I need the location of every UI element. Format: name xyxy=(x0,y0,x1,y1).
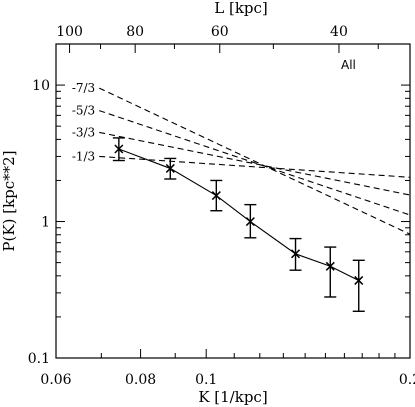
data-point-marker xyxy=(354,275,364,285)
data-points xyxy=(112,137,365,312)
plot-frame xyxy=(55,43,411,359)
reference-line xyxy=(99,131,411,196)
panel-label: All xyxy=(341,58,356,72)
x-axis-label: K [1/kpc] xyxy=(198,388,267,406)
reference-line-label: -3/3 xyxy=(72,125,95,139)
top-axis-label: L [kpc] xyxy=(214,0,268,17)
x-tick-label: 0.1 xyxy=(195,372,217,388)
x-tick-label: 0.2 xyxy=(399,372,415,388)
axis-labels: K [1/kpc] L [kpc] P(K) [kpc**2] All xyxy=(0,0,356,406)
reference-line-label: -7/3 xyxy=(72,81,95,95)
data-point-marker xyxy=(114,144,124,154)
reference-line-label: -1/3 xyxy=(72,149,95,163)
reference-slope-lines: -7/3 -5/3 -3/3 -1/3 xyxy=(72,81,411,235)
axis-ticks: 0.06 0.08 0.1 0.2 100 80 60 40 0.1 1 10 xyxy=(28,24,415,388)
top-tick-label: 40 xyxy=(330,24,348,40)
y-tick-label: 0.1 xyxy=(28,351,50,367)
x-tick-label: 0.08 xyxy=(125,372,156,388)
y-tick-label: 10 xyxy=(32,78,50,94)
y-tick-label: 1 xyxy=(41,215,50,231)
reference-line xyxy=(99,110,411,216)
top-tick-label: 100 xyxy=(56,24,83,40)
x-tick-label: 0.06 xyxy=(40,372,71,388)
data-point-marker xyxy=(165,163,175,173)
y-axis-label: P(K) [kpc**2] xyxy=(0,150,18,251)
data-connecting-line xyxy=(118,148,359,281)
top-tick-label: 80 xyxy=(126,24,144,40)
plot-frame-rect xyxy=(55,43,411,359)
reference-line-label: -5/3 xyxy=(72,104,95,118)
reference-line xyxy=(99,155,411,178)
reference-line xyxy=(98,87,411,235)
data-point-marker xyxy=(245,217,255,227)
data-point-marker xyxy=(211,191,221,201)
data-point-marker xyxy=(325,261,335,271)
data-point-marker xyxy=(290,249,301,259)
top-tick-label: 60 xyxy=(211,24,229,40)
